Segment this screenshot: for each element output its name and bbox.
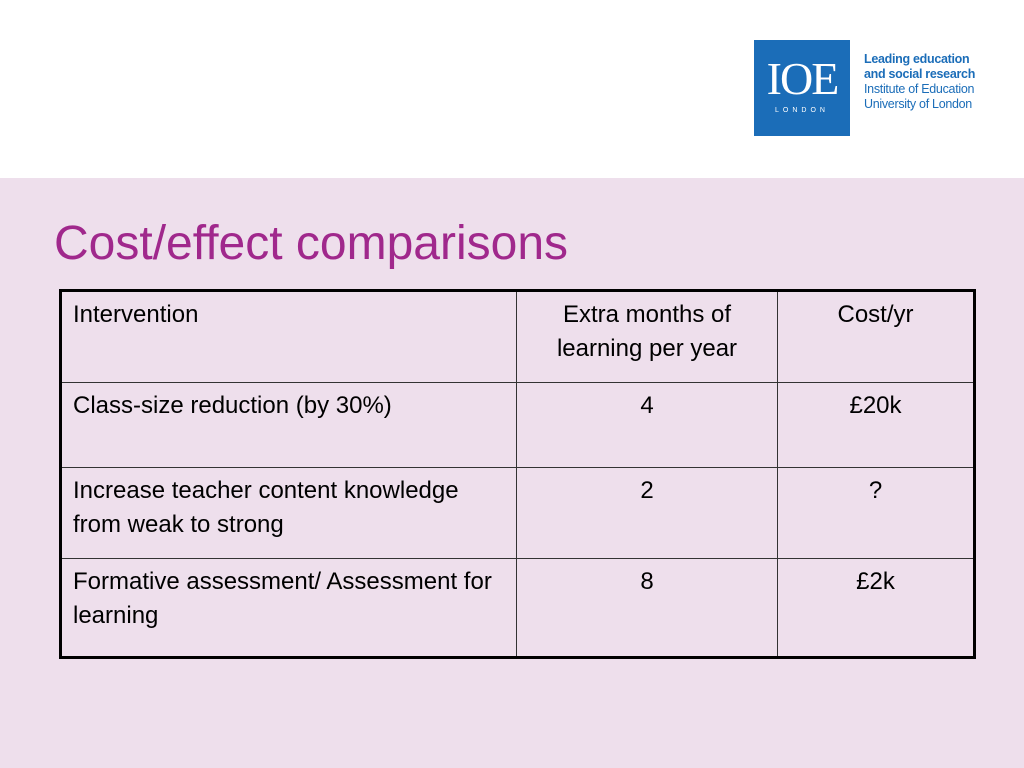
header-cost: Cost/yr bbox=[777, 289, 976, 383]
header-extra-months: Extra months of learning per year bbox=[516, 289, 778, 383]
cell-extra-months: 8 bbox=[516, 558, 778, 659]
cell-extra-months: 4 bbox=[516, 382, 778, 468]
ioe-logo: IOE LONDON Leading education and social … bbox=[754, 40, 984, 136]
logo-line-4: University of London bbox=[864, 97, 972, 111]
cell-intervention: Class-size reduction (by 30%) bbox=[59, 382, 517, 468]
header-band bbox=[0, 0, 1024, 178]
table-row: Formative assessment/ Assessment for lea… bbox=[59, 558, 976, 659]
header-intervention: Intervention bbox=[59, 289, 517, 383]
ioe-logo-mark: IOE LONDON bbox=[754, 40, 850, 136]
logo-tagline: Leading education and social research In… bbox=[864, 52, 994, 112]
slide-title: Cost/effect comparisons bbox=[54, 217, 569, 270]
table-header-row: Intervention Extra months of learning pe… bbox=[59, 289, 976, 383]
logo-line-3: Institute of Education bbox=[864, 82, 975, 96]
cell-extra-months: 2 bbox=[516, 467, 778, 559]
logo-mark-text: IOE bbox=[766, 53, 840, 104]
cell-intervention: Increase teacher content knowledge from … bbox=[59, 467, 517, 559]
cell-cost: ? bbox=[777, 467, 976, 559]
table-row: Increase teacher content knowledge from … bbox=[59, 467, 976, 559]
table-row: Class-size reduction (by 30%) 4 £20k bbox=[59, 382, 976, 468]
cell-intervention: Formative assessment/ Assessment for lea… bbox=[59, 558, 517, 659]
logo-line-2: and social research bbox=[864, 67, 976, 81]
cell-cost: £20k bbox=[777, 382, 976, 468]
comparison-table: Intervention Extra months of learning pe… bbox=[59, 289, 976, 659]
logo-sub-text: LONDON bbox=[775, 107, 829, 114]
cell-cost: £2k bbox=[777, 558, 976, 659]
logo-line-1: Leading education bbox=[864, 52, 970, 66]
